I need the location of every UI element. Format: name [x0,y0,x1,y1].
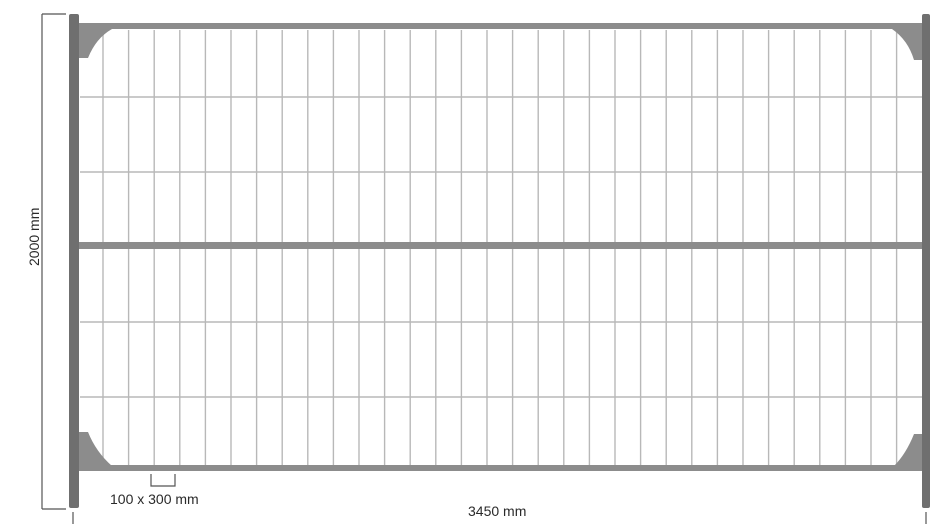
mesh-size-bracket [150,474,176,487]
corner-brace-top-left [79,29,112,58]
mesh-size-label: 100 x 300 mm [110,491,199,507]
height-dimension-label: 2000 mm [26,207,42,266]
bottom-rail [76,465,928,471]
corner-brace-top-right [892,29,922,60]
width-dimension-label: 3450 mm [468,503,527,519]
corner-brace-bottom-left [79,432,112,466]
right-post [922,14,930,508]
middle-rail [76,242,928,249]
fence-frame [69,14,930,508]
dimension-lines [41,13,927,524]
corner-brace-bottom-right [894,434,922,466]
left-post [69,14,79,508]
top-rail [76,23,928,29]
